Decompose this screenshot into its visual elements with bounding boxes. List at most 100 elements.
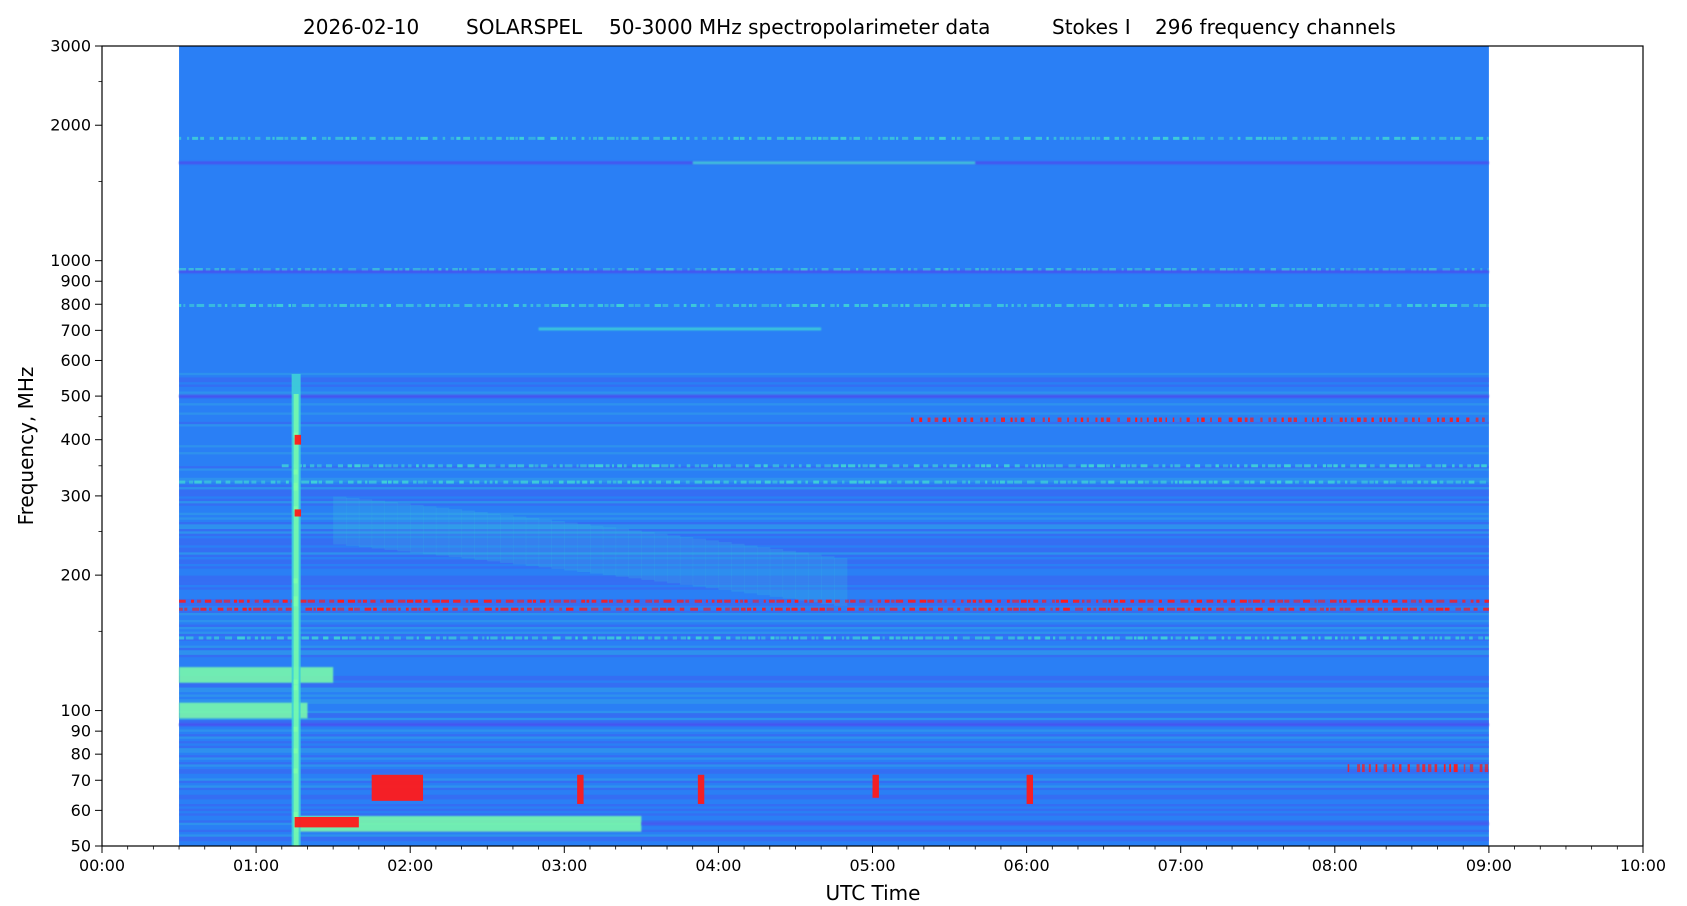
heatmap-event-5 — [872, 774, 879, 798]
x-tick-label: 00:00 — [79, 856, 125, 875]
heatmap-texture-row — [179, 652, 1489, 655]
heatmap-drift-cell — [731, 543, 745, 592]
y-tick-label: 400 — [60, 430, 91, 449]
heatmap-drift-cell — [628, 530, 642, 579]
heatmap-texture-row — [179, 498, 1489, 502]
x-tick-label: 10:00 — [1620, 856, 1666, 875]
heatmap-texture-row — [179, 452, 1489, 455]
heatmap-drift-cell — [577, 524, 591, 573]
heatmap-texture-row — [179, 540, 1489, 544]
chart-title-date: 2026-02-10 — [303, 15, 419, 39]
heatmap-texture-row — [179, 808, 1489, 812]
heatmap-texture-row — [179, 769, 1489, 772]
heatmap-texture-row — [179, 517, 1489, 520]
heatmap-texture-row — [179, 587, 1489, 590]
heatmap-texture-row — [179, 650, 1489, 653]
heatmap-drift-cell — [423, 506, 437, 555]
heatmap-texture-row — [179, 603, 1489, 606]
heatmap-texture-row — [179, 487, 1489, 490]
heatmap-band-93-mhz — [179, 723, 1489, 727]
y-tick-label: 300 — [60, 486, 91, 505]
heatmap-texture-row — [179, 757, 1489, 760]
heatmap-base — [179, 46, 1489, 846]
heatmap-drift-cell — [487, 513, 501, 562]
heatmap-drift-cell — [795, 552, 809, 601]
y-tick-label: 500 — [60, 387, 91, 406]
heatmap-band-705-mhz — [538, 327, 822, 331]
heatmap-texture-row — [179, 524, 1489, 527]
heatmap-drift-cell — [500, 514, 514, 563]
heatmap-event-8 — [294, 509, 302, 517]
heatmap-texture-row — [179, 503, 1489, 506]
heatmap-texture-row — [179, 533, 1489, 537]
heatmap-drift-cell — [705, 540, 719, 589]
heatmap-drift-cell — [602, 527, 617, 576]
heatmap-texture-row — [179, 736, 1489, 739]
heatmap-drift-cell — [345, 497, 360, 546]
heatmap-band-350-mhz — [281, 464, 1487, 468]
heatmap-drift-cell — [744, 545, 758, 594]
heatmap-drift-cell — [512, 516, 527, 565]
heatmap-texture-row — [179, 694, 1489, 697]
heatmap-event-9 — [911, 417, 1485, 422]
heatmap-texture-row — [179, 764, 1489, 767]
heatmap-texture-row — [179, 755, 1489, 758]
heatmap-drift-cell — [397, 503, 411, 552]
heatmap-band-175-mhz — [179, 599, 1489, 603]
heatmap-band-500-mhz — [179, 394, 1489, 398]
heatmap-texture-row — [179, 580, 1489, 583]
x-tick-label: 08:00 — [1312, 856, 1358, 875]
heatmap-texture-row — [179, 734, 1489, 737]
heatmap-texture-row — [179, 412, 1489, 415]
heatmap-texture-row — [179, 839, 1489, 842]
heatmap-texture-row — [179, 626, 1489, 630]
heatmap-drift-cell — [461, 510, 475, 559]
heatmap-texture-row — [179, 750, 1489, 753]
heatmap-band-945-mhz — [179, 270, 1489, 274]
heatmap-drift-cell — [435, 507, 450, 556]
heatmap-texture-row — [179, 384, 1489, 387]
heatmap-drift-cell — [833, 558, 848, 606]
heatmap-texture-row — [179, 685, 1489, 688]
heatmap-event-3 — [577, 774, 584, 804]
heatmap-band-56-mhz — [641, 822, 1489, 826]
chart-title-stokes: Stokes I — [1052, 15, 1131, 39]
heatmap-band-322-mhz — [179, 480, 1486, 484]
y-tick-label: 700 — [60, 321, 91, 340]
heatmap-texture-row — [179, 748, 1489, 751]
heatmap-texture-row — [179, 582, 1489, 585]
heatmap-texture-row — [179, 794, 1489, 798]
heatmap-texture-row — [179, 445, 1489, 448]
heatmap-texture-row — [179, 647, 1489, 651]
chart-title-description: 50-3000 MHz spectropolarimeter data — [609, 15, 990, 39]
heatmap-band-955-mhz — [179, 268, 1489, 272]
heatmap-texture-row — [179, 547, 1489, 550]
y-tick-label: 100 — [60, 701, 91, 720]
heatmap-texture-row — [179, 638, 1489, 641]
heatmap-texture-row — [179, 745, 1489, 749]
heatmap-texture-row — [179, 804, 1489, 807]
heatmap-drift-cell — [679, 536, 694, 585]
heatmap-event-2 — [294, 817, 359, 828]
heatmap-texture-row — [179, 710, 1489, 714]
heatmap-texture-row — [179, 552, 1489, 555]
heatmap-event-6 — [1026, 774, 1034, 804]
heatmap-texture-row — [179, 531, 1489, 534]
heatmap-texture-row — [179, 820, 1489, 823]
y-tick-label: 2000 — [50, 116, 91, 135]
x-tick-label: 04:00 — [695, 856, 741, 875]
heatmap-drift-cell — [551, 521, 565, 569]
heatmap-texture-row — [179, 377, 1489, 380]
heatmap-drift-cell — [589, 525, 604, 574]
heatmap-band-100-mhz — [179, 702, 308, 719]
heatmap-texture-row — [179, 601, 1489, 604]
heatmap-drift-cell — [358, 499, 373, 548]
heatmap-texture-row — [179, 797, 1489, 800]
heatmap-texture-row — [179, 491, 1489, 495]
x-tick-label: 06:00 — [1004, 856, 1050, 875]
y-tick-label: 70 — [71, 771, 91, 790]
heatmap-drift-cell — [756, 547, 771, 596]
heatmap-drift-cell — [641, 532, 655, 580]
heatmap-event-1 — [371, 774, 424, 801]
